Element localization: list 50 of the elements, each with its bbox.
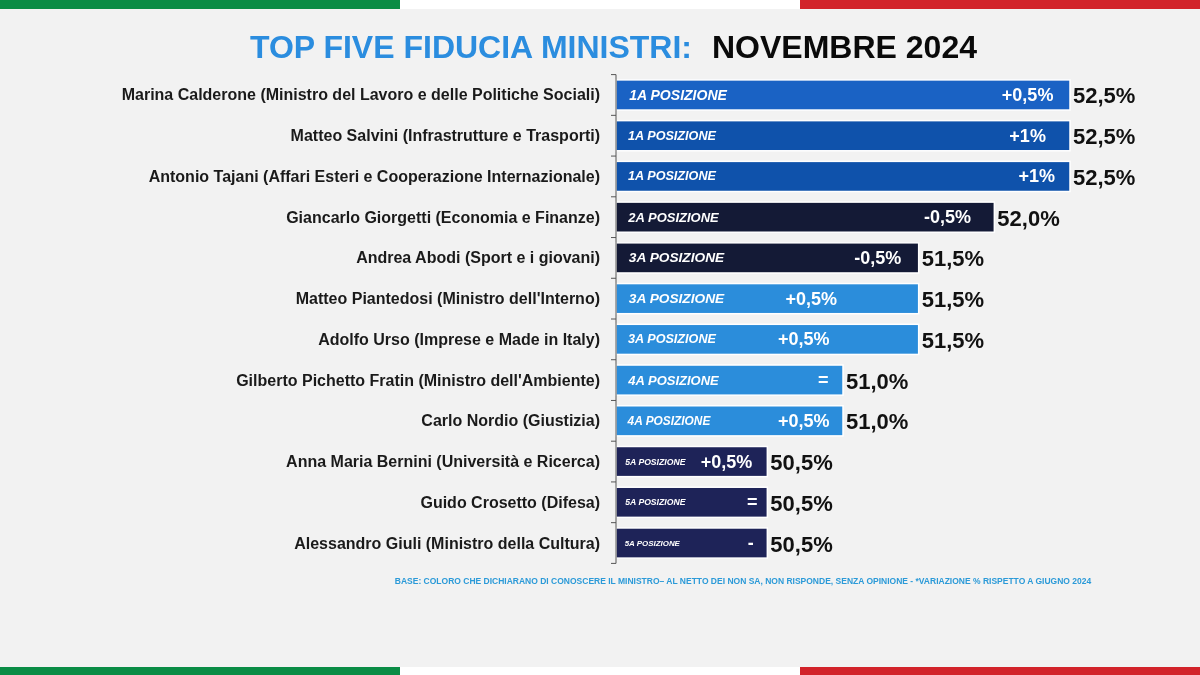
annotation: +0,5% <box>700 451 753 472</box>
y-tick-label: Giancarlo Giorgetti (Economia e Finanze) <box>286 208 600 226</box>
annotation: 1A POSIZIONE <box>629 86 728 103</box>
y-tick-label: Gilberto Pichetto Fratin (Ministro dell'Ambiente) <box>236 371 600 389</box>
annotation: 2A POSIZIONE <box>627 209 720 225</box>
annotation: = <box>818 370 829 391</box>
annotation: 1A POSIZIONE <box>628 169 717 184</box>
annotation: - <box>747 533 754 554</box>
data-label: 52,5% <box>1073 124 1136 150</box>
text: BASE: COLORO CHE DICHIARANO DI CONOSCERE IL MINISTRO– AL NETTO DEI NON SA, NON RISPONDE, SENZA OPINIONE - *VARIAZIONE % RISPETTO A GIUGNO 2024 <box>394 576 1092 586</box>
annotation: +1% <box>1009 125 1046 146</box>
data-label: 51,0% <box>846 368 909 394</box>
annotation: 3A POSIZIONE <box>628 291 726 307</box>
annotation: 3A POSIZIONE <box>628 250 726 266</box>
data-label: 51,5% <box>921 327 985 353</box>
y-tick-label: Antonio Tajani (Affari Esteri e Cooperazione Internazionale) <box>148 167 600 185</box>
data-label: 50,5% <box>770 490 833 516</box>
y-tick-label: Guido Crosetto (Difesa) <box>420 493 600 511</box>
annotation: 1A POSIZIONE <box>628 128 717 143</box>
data-label: 52,5% <box>1073 164 1136 190</box>
annotation: +1% <box>1018 166 1055 187</box>
y-tick-label: Marina Calderone (Ministro del Lavoro e delle Politiche Sociali) <box>121 86 600 104</box>
annotation: 5A POSIZIONE <box>625 497 686 508</box>
annotation: +0,5% <box>777 410 830 431</box>
data-label: 50,5% <box>770 531 833 557</box>
annotation: 5A POSIZIONE <box>625 456 686 467</box>
chart-subtitle: NOVEMBRE 2024 <box>712 29 978 65</box>
y-tick-label: Alessandro Giuli (Ministro della Cultura) <box>294 534 600 552</box>
data-label: 52,5% <box>1073 83 1136 109</box>
data-label: 50,5% <box>770 450 833 476</box>
y-tick-label: Matteo Piantedosi (Ministro dell'Interno) <box>295 290 600 308</box>
annotation: -0,5% <box>923 207 971 228</box>
annotation: 4A POSIZIONE <box>626 413 712 428</box>
y-tick-label: Matteo Salvini (Infrastrutture e Trasporti) <box>290 127 600 145</box>
y-tick-label: Anna Maria Bernini (Università e Ricerca) <box>286 453 600 471</box>
annotation: = <box>746 492 758 513</box>
data-label: 51,0% <box>846 409 909 435</box>
annotation: -0,5% <box>854 247 902 268</box>
annotation: +0,5% <box>1001 84 1054 105</box>
data-label: 51,5% <box>921 287 985 313</box>
annotation: +0,5% <box>785 288 837 309</box>
data-label: 51,5% <box>921 246 985 272</box>
chart-title: TOP FIVE FIDUCIA MINISTRI: <box>249 29 692 65</box>
data-label: 52,0% <box>997 205 1060 231</box>
y-tick-label: Carlo Nordio (Giustizia) <box>421 412 600 430</box>
annotation: 3A POSIZIONE <box>628 332 717 347</box>
y-tick-label: Andrea Abodi (Sport e i giovani) <box>356 249 600 267</box>
annotation: 4A POSIZIONE <box>627 372 720 388</box>
y-tick-label: Adolfo Urso (Imprese e Made in Italy) <box>318 330 600 348</box>
annotation: +0,5% <box>777 329 830 350</box>
